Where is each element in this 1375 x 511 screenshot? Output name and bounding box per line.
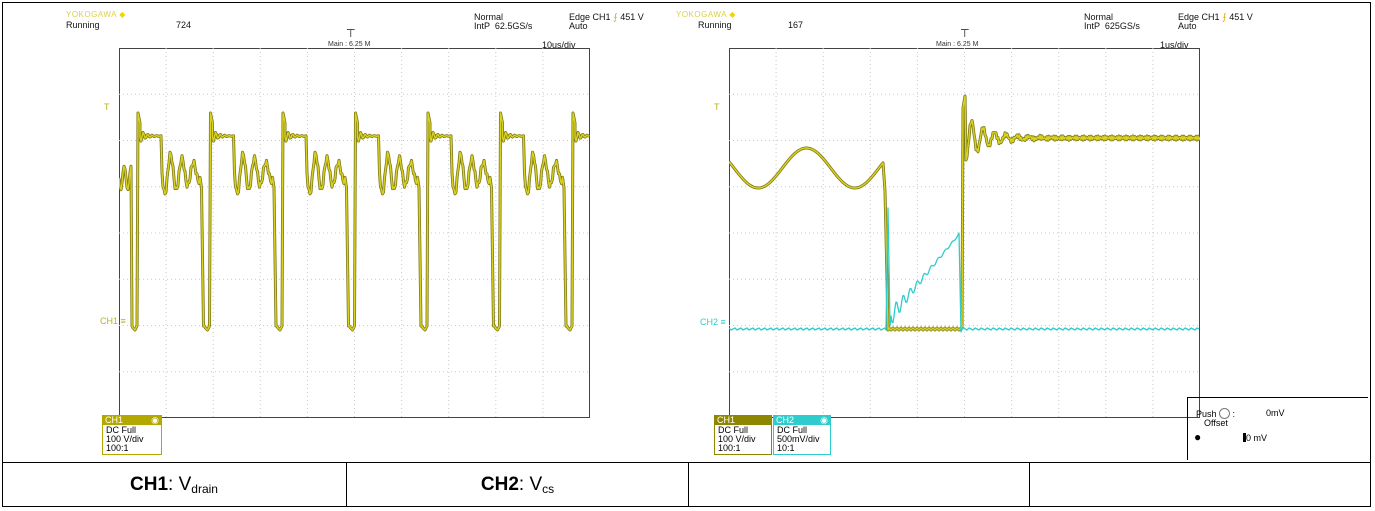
ch1-settings: DC Full 100 V/div 100:1: [102, 425, 162, 455]
ch1-waveform: [119, 112, 590, 331]
acquisition-count: 724: [176, 20, 192, 30]
caption-empty-1: [689, 463, 1029, 507]
trigger-level-marker: T: [104, 102, 110, 112]
trigger-setting: Edge CH1 ⨍ 451 V: [569, 12, 644, 22]
right-oscilloscope-screen: YOKOGAWA ◆ Running 167 Normal IntP 625GS…: [674, 8, 1370, 460]
caption-cell-divider-2: [688, 463, 689, 507]
timebase: 10us/div: [542, 40, 576, 50]
offset-panel[interactable]: Push : 0mV Offset ● 0 mV: [1187, 397, 1368, 460]
offset-push-label: Push :: [1196, 408, 1236, 419]
sample-rate: IntP 62.5GS/s: [474, 21, 533, 31]
offset-bar-icon: [1243, 433, 1246, 442]
trigger-position-icon: ⊤: [960, 28, 970, 40]
trigger-setting: Edge CH1 ⨍ 451 V: [1178, 12, 1253, 22]
ch2-settings: DC Full 500mV/div 10:1: [773, 425, 831, 455]
acquisition-count: 167: [788, 20, 804, 30]
caption-ch1: CH1: Vdrain: [130, 474, 218, 496]
brand-logo: YOKOGAWA ◆: [66, 10, 126, 19]
ch1-settings: DC Full 100 V/div 100:1: [714, 425, 772, 455]
offset-label: Offset: [1204, 418, 1228, 428]
ch1-info-panel[interactable]: CH1 DC Full 100 V/div 100:1: [714, 415, 772, 455]
run-status: Running: [66, 20, 100, 30]
caption-divider: [2, 462, 1371, 463]
ch2-info-panel[interactable]: CH2 ◉ DC Full 500mV/div 10:1: [773, 415, 831, 455]
main-memory: Main : 6.25 M: [936, 41, 979, 48]
left-oscilloscope-screen: YOKOGAWA ◆ Running 724 Normal IntP 62.5G…: [64, 8, 724, 460]
offset-value: 0mV: [1266, 408, 1285, 418]
caption-cell-divider-1: [346, 463, 347, 507]
brand-logo: YOKOGAWA ◆: [676, 10, 736, 19]
ch1-info-panel[interactable]: CH1 ◉ DC Full 100 V/div 100:1: [102, 415, 162, 455]
ch2-ground-marker: CH2 ≡: [700, 317, 726, 327]
main-memory: Main : 6.25 M: [328, 41, 371, 48]
right-graticule: [729, 48, 1200, 418]
run-status: Running: [698, 20, 732, 30]
trigger-level-marker: T: [714, 102, 720, 112]
ch1-ground-marker: CH1 ≡: [100, 316, 126, 326]
ch1-waveform: [729, 95, 1200, 331]
trigger-position-icon: ⊤: [346, 28, 356, 40]
trigger-mode-normal: Normal: [1084, 12, 1114, 22]
ch2-waveform: [729, 207, 1200, 333]
caption-cell-divider-3: [1029, 463, 1030, 507]
trigger-auto: Auto: [1178, 21, 1197, 31]
left-graticule: [119, 48, 590, 418]
caption-ch2: CH2: Vcs: [480, 474, 555, 496]
sample-rate: IntP 625GS/s: [1084, 21, 1140, 31]
caption-empty-2: [1030, 463, 1370, 507]
timebase: 1us/div: [1160, 40, 1189, 50]
offset-value-2: 0 mV: [1243, 433, 1267, 444]
trigger-mode-normal: Normal: [474, 12, 504, 22]
trigger-auto: Auto: [569, 21, 588, 31]
knob-icon[interactable]: ●: [1194, 430, 1202, 444]
